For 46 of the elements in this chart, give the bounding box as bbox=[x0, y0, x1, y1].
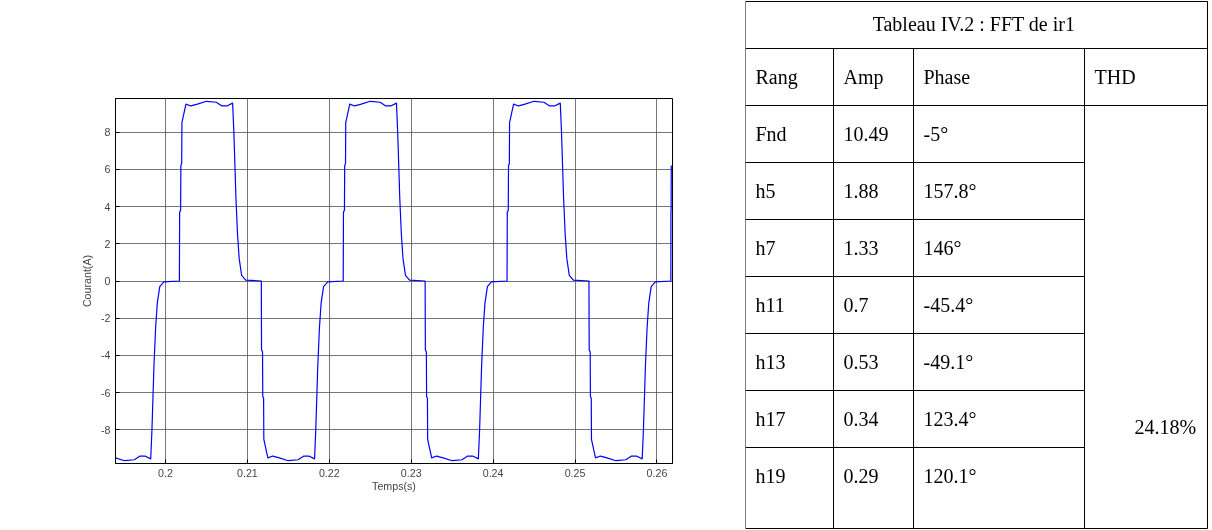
text: h17 bbox=[755, 407, 786, 430]
text: h7 bbox=[755, 236, 776, 259]
text: h13 bbox=[755, 350, 786, 373]
text: 1.33 bbox=[843, 236, 879, 259]
text: -45.4° bbox=[923, 293, 974, 316]
y-axis-title: Courant(A) bbox=[81, 254, 94, 308]
y-tick-label: -4 bbox=[101, 349, 111, 362]
x-tick-label: 0.23 bbox=[400, 466, 422, 479]
text: Fnd bbox=[755, 122, 787, 145]
category-label: THD bbox=[1094, 65, 1136, 88]
x-tick-label: 0.21 bbox=[237, 466, 258, 479]
text: h19 bbox=[755, 464, 786, 487]
category-label: Amp bbox=[843, 65, 884, 89]
category-label: Phase bbox=[923, 65, 971, 88]
x-tick-label: 0.26 bbox=[646, 466, 668, 479]
x-tick-label: 0.24 bbox=[482, 466, 504, 479]
text: 0.7 bbox=[843, 293, 869, 316]
y-tick-label: 8 bbox=[104, 126, 111, 139]
y-tick-label: 2 bbox=[104, 237, 111, 250]
text: 146° bbox=[923, 236, 962, 259]
text: 1.88 bbox=[843, 179, 879, 202]
text: -5° bbox=[923, 122, 949, 145]
text: h11 bbox=[755, 293, 785, 316]
text: 120.1° bbox=[923, 464, 977, 487]
line-series bbox=[115, 100, 672, 462]
y-tick-label: 6 bbox=[104, 163, 111, 176]
text: 0.53 bbox=[843, 350, 879, 373]
y-tick-label: 4 bbox=[104, 200, 111, 213]
text: 157.8° bbox=[923, 179, 977, 202]
text: 24.18% bbox=[1134, 415, 1197, 438]
text: 123.4° bbox=[923, 407, 977, 430]
y-tick-label: -8 bbox=[101, 423, 111, 436]
text: Tableau IV.2 : FFT de ir1 bbox=[872, 12, 1075, 35]
y-tick-label: 0 bbox=[104, 275, 111, 287]
text: h5 bbox=[755, 179, 776, 202]
x-tick-label: 0.22 bbox=[318, 466, 340, 479]
text: 0.34 bbox=[843, 407, 879, 430]
x-tick-label: 0.2 bbox=[158, 466, 173, 479]
text: -49.1° bbox=[923, 350, 974, 373]
y-tick-label: -6 bbox=[101, 386, 111, 399]
y-tick-label: -2 bbox=[101, 312, 111, 325]
text: 0.29 bbox=[843, 464, 879, 487]
x-tick-label: 0.25 bbox=[564, 466, 586, 479]
x-axis-title: Temps(s) bbox=[372, 479, 416, 492]
category-label: Rang bbox=[755, 65, 798, 89]
text: 10.49 bbox=[843, 122, 889, 145]
